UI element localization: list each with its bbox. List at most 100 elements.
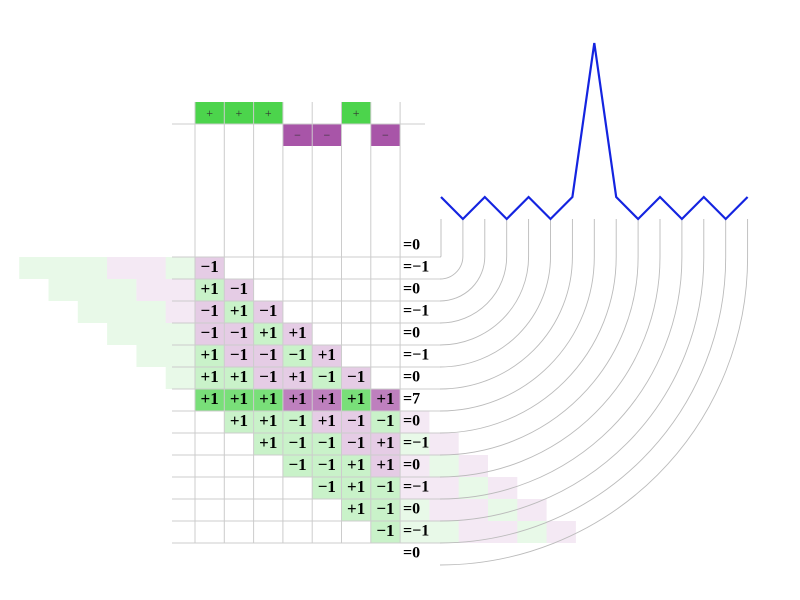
product-cell (224, 345, 254, 367)
shifted-code-ghost (488, 499, 518, 521)
product: −1 (201, 257, 219, 276)
result: =−1 (403, 479, 429, 496)
shifted-code-ghost (165, 301, 195, 323)
shifted-code-ghost (517, 499, 547, 521)
shifted-code-ghost (107, 323, 137, 345)
shifted-code-ghost (136, 345, 166, 367)
product-cell (224, 389, 254, 411)
connector-arc (439, 219, 683, 500)
product: +1 (347, 499, 365, 518)
shifted-code-ghost (165, 345, 195, 367)
product-cell (282, 389, 313, 411)
connector-arc (439, 219, 442, 258)
product: −1 (201, 301, 219, 320)
shifted-code-ghost (400, 433, 430, 455)
product: −1 (201, 323, 219, 342)
shifted-code-ghost (400, 521, 430, 543)
product: −1 (259, 345, 277, 364)
connector-arc (439, 219, 749, 566)
product-cell (341, 499, 371, 521)
code-symbol: + (236, 106, 243, 120)
shifted-code-ghost (136, 323, 166, 345)
shifted-code-ghost (77, 301, 108, 323)
product: +1 (259, 411, 277, 430)
shifted-code-ghost (77, 279, 108, 301)
product: −1 (318, 455, 336, 474)
connector-arc (439, 219, 508, 324)
product: +1 (230, 301, 248, 320)
connector-arc (439, 219, 705, 522)
product-cell (195, 279, 225, 301)
product: −1 (259, 367, 277, 386)
result: =0 (403, 413, 420, 430)
product-cell (282, 433, 313, 455)
result: =0 (403, 237, 420, 254)
code-cell (253, 102, 283, 124)
result: =0 (403, 501, 420, 518)
product-cell (253, 433, 283, 455)
product-cell (312, 367, 342, 389)
product: −1 (347, 433, 365, 452)
product: −1 (347, 411, 365, 430)
shifted-code-ghost (429, 499, 459, 521)
product-cell (341, 411, 371, 433)
code-symbol: + (206, 106, 213, 120)
shifted-code-ghost (429, 477, 459, 499)
product-cell (370, 455, 401, 477)
shifted-code-ghost (458, 477, 488, 499)
code-symbol: − (323, 128, 330, 142)
shifted-code-ghost (77, 257, 108, 279)
result: =−1 (403, 259, 429, 276)
product-cell (370, 433, 401, 455)
code-cell (312, 124, 342, 146)
product-cell (312, 389, 342, 411)
code-symbol: − (382, 128, 389, 142)
product: +1 (259, 323, 277, 342)
product: +1 (230, 389, 248, 408)
product: −1 (288, 433, 306, 452)
product: +1 (288, 367, 306, 386)
result: =−1 (403, 523, 429, 540)
connector-arc (439, 219, 639, 456)
connector-arc (439, 219, 464, 280)
product: +1 (259, 433, 277, 452)
product-cell (253, 323, 283, 345)
product-cell (370, 411, 401, 433)
product-cell (195, 345, 225, 367)
result: =0 (403, 281, 420, 298)
product: −1 (288, 455, 306, 474)
connector-arc (439, 219, 595, 412)
shifted-code-ghost (107, 257, 137, 279)
code-symbol: + (265, 106, 272, 120)
product: −1 (347, 367, 365, 386)
product-cell (370, 389, 401, 411)
shifted-code-ghost (107, 279, 137, 301)
product: −1 (230, 279, 248, 298)
result: =−1 (403, 303, 429, 320)
product-cell (195, 301, 225, 323)
product: +1 (201, 345, 219, 364)
product-cell (224, 323, 254, 345)
product-cell (253, 389, 283, 411)
result: =0 (403, 545, 420, 562)
product: +1 (288, 389, 306, 408)
product: +1 (230, 367, 248, 386)
code-symbol: − (294, 128, 301, 142)
product-cell (341, 367, 371, 389)
product: +1 (376, 455, 394, 474)
product-cell (224, 367, 254, 389)
connector-arc (439, 219, 617, 434)
shifted-code-ghost (136, 279, 166, 301)
product-cell (312, 411, 342, 433)
shifted-code-ghost (546, 521, 576, 543)
connector-arc (439, 219, 530, 346)
product: −1 (288, 411, 306, 430)
connector-arc (439, 219, 573, 390)
result: =0 (403, 369, 420, 386)
shifted-code-ghost (517, 521, 547, 543)
product-cell (370, 477, 401, 499)
product: −1 (376, 521, 394, 540)
product: +1 (201, 389, 219, 408)
product: +1 (201, 367, 219, 386)
